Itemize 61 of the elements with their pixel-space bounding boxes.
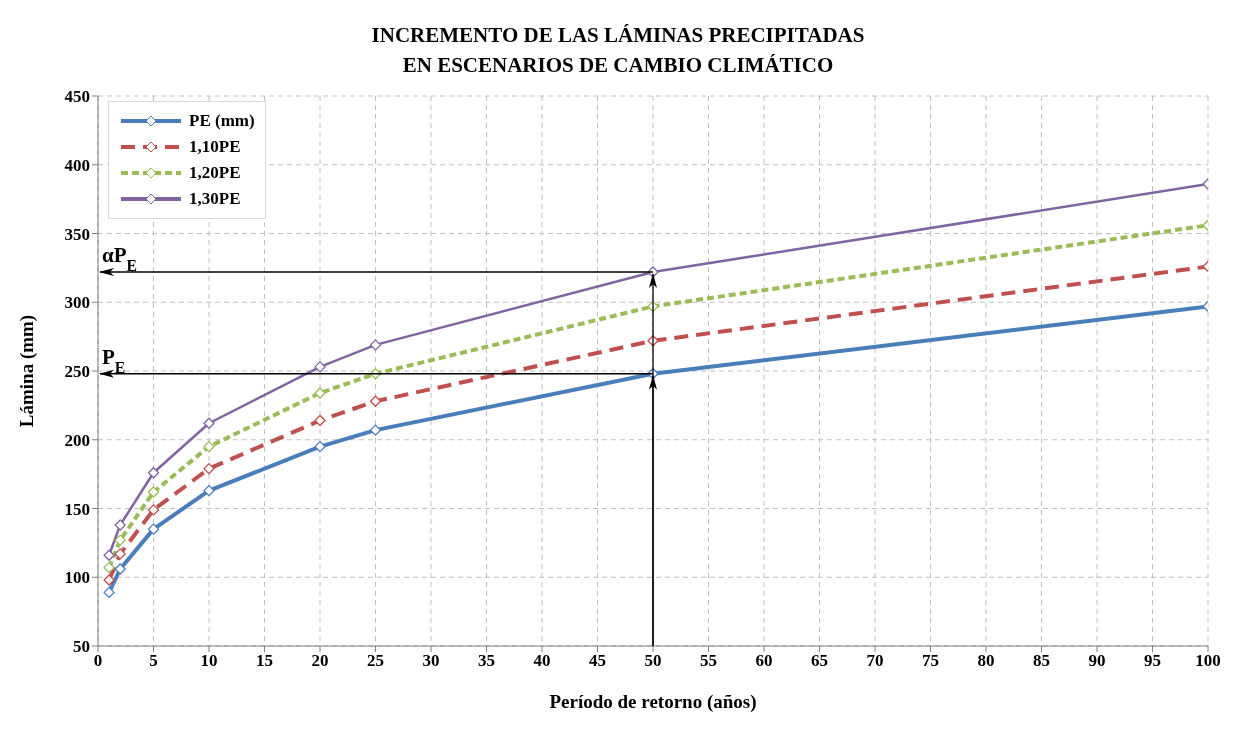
x-tick-label: 5	[149, 651, 158, 671]
x-tick-label: 20	[311, 651, 329, 671]
point	[147, 467, 160, 479]
point	[103, 549, 115, 561]
y-tick-label: 200	[64, 430, 90, 450]
point	[314, 440, 326, 453]
point	[114, 534, 126, 546]
y-tick-label: 50	[73, 637, 90, 657]
legend-label: 1,30PE	[189, 189, 241, 209]
point	[147, 486, 160, 498]
y-tick-label: 150	[64, 499, 90, 519]
chart-title: INCREMENTO DE LAS LÁMINAS PRECIPITADAS EN ESCENARIOS DE CAMBIO CLIMÁTICO	[370, 22, 866, 79]
y-axis-title: Lámina (mm)	[15, 314, 38, 428]
point	[203, 484, 215, 497]
x-tick-label: 0	[93, 651, 103, 671]
y-tick-label: 350	[64, 224, 90, 244]
x-tick-label: 40	[533, 651, 551, 671]
annotation: αP$_{E}$	[102, 243, 138, 274]
x-tick-label: 15	[256, 651, 273, 671]
legend-label: PE (mm)	[189, 111, 255, 131]
x-axis-title: Período de retorno (años)	[549, 691, 757, 713]
x-tick-label: 70	[866, 651, 884, 671]
point	[203, 417, 215, 429]
point	[103, 561, 115, 574]
x-tick-label: 45	[589, 651, 606, 671]
x-tick-label: 95	[1144, 651, 1161, 671]
x-tick-label: 50	[644, 651, 662, 671]
point	[203, 440, 215, 453]
x-tick-label: 65	[811, 651, 828, 671]
y-tick-label: 400	[64, 155, 90, 175]
legend-label: 1,10PE	[189, 137, 241, 157]
point	[103, 586, 115, 599]
x-tick-label: 85	[1033, 651, 1050, 671]
legend-label: 1,20PE	[189, 163, 241, 183]
y-tick-label: 300	[64, 293, 90, 313]
x-tick-label: 75	[922, 651, 939, 671]
point	[203, 462, 215, 475]
x-tick-label: 10	[200, 651, 218, 671]
point	[114, 563, 126, 575]
y-tick-label: 450	[64, 87, 90, 107]
point	[314, 361, 326, 373]
point	[369, 339, 382, 351]
x-tick-label: 80	[977, 651, 995, 671]
y-tick-label: 250	[64, 362, 90, 382]
x-tick-label: 100	[1195, 651, 1221, 671]
point	[369, 424, 382, 436]
x-tick-label: 60	[755, 651, 773, 671]
x-tick-label: 90	[1088, 651, 1106, 671]
annotation: P$_{E}$	[102, 344, 126, 376]
point	[147, 523, 160, 535]
x-tick-label: 25	[367, 651, 384, 671]
point	[103, 574, 115, 586]
x-tick-label: 35	[478, 651, 495, 671]
point	[114, 519, 126, 531]
y-tick-label: 100	[64, 568, 90, 588]
x-tick-label: 55	[700, 651, 717, 671]
x-tick-label: 30	[422, 651, 440, 671]
point	[369, 395, 382, 407]
point	[114, 548, 126, 560]
point	[314, 414, 326, 427]
point	[147, 504, 160, 516]
